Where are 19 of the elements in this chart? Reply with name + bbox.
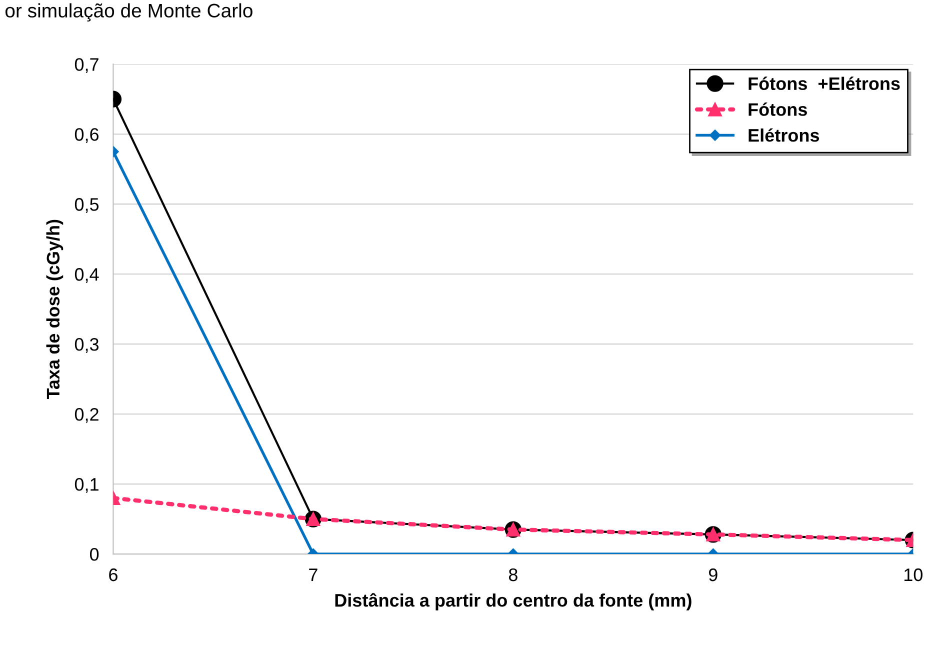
y-tick-label: 0,7 — [74, 58, 98, 74]
x-axis-title: Distância a partir do centro da fonte (mm) — [335, 593, 692, 610]
text: or simulação de Monte Carlo — [5, 3, 252, 22]
y-tick-label: 0,1 — [74, 478, 98, 493]
y-tick-label: 0,5 — [74, 198, 99, 213]
x-tick-label: 9 — [708, 568, 718, 582]
legend-label: Fótons — [748, 102, 807, 116]
legend-label: Fótons +Elétrons — [748, 76, 900, 90]
x-tick-label: 8 — [508, 568, 518, 582]
x-tick-label: 10 — [904, 568, 922, 582]
y-axis-title: Taxa de dose (cGy/h) — [46, 220, 64, 400]
x-tick-label: 6 — [109, 568, 118, 582]
x-tick-label: 7 — [309, 568, 318, 582]
y-tick-label: 0,2 — [74, 408, 98, 423]
y-tick-label: 0,4 — [74, 268, 99, 283]
y-tick-label: 0,3 — [74, 338, 99, 353]
y-tick-label: 0 — [90, 548, 99, 561]
y-tick-label: 0,6 — [74, 128, 99, 143]
legend-label: Elétrons — [748, 128, 820, 142]
